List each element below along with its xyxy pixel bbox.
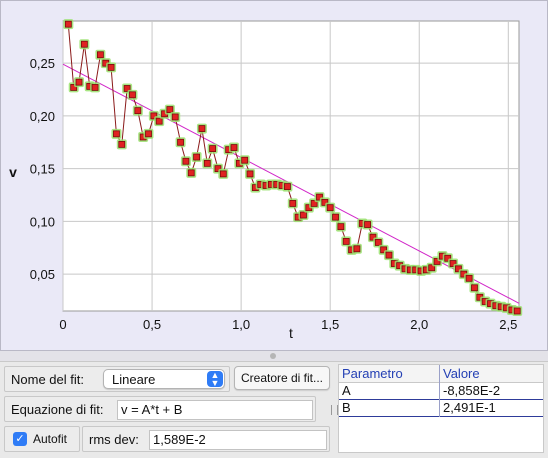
y-tick-label: 0,05 bbox=[30, 267, 55, 282]
data-point bbox=[123, 85, 131, 92]
fit-name-value: Lineare bbox=[112, 372, 156, 387]
data-point bbox=[187, 169, 195, 177]
equation-input[interactable]: v = A*t + B bbox=[117, 400, 313, 420]
data-point bbox=[364, 221, 371, 228]
y-tick-label: 0,10 bbox=[30, 214, 55, 229]
data-point bbox=[316, 193, 323, 201]
data-point bbox=[310, 200, 318, 207]
data-point bbox=[203, 159, 211, 167]
param-b-value[interactable]: 2,491E-1 bbox=[440, 400, 543, 417]
updown-arrows-icon: ▲ ▼ bbox=[207, 371, 223, 388]
data-point bbox=[97, 51, 104, 59]
data-point bbox=[332, 213, 339, 221]
data-point bbox=[326, 204, 334, 212]
data-point bbox=[449, 260, 457, 267]
data-point bbox=[182, 157, 190, 165]
plot-panel: 0 0,5 1,0 1,5 2,0 2,5 0,05 0,10 0,15 0,20 0,25 t v bbox=[0, 0, 548, 351]
equation-label: Equazione di fit: bbox=[11, 402, 104, 417]
parameters-table[interactable]: Parametro Valore A -8,858E-2 B 2,491E-1 bbox=[338, 364, 544, 453]
data-point bbox=[342, 237, 350, 245]
autofit-label: Autofit bbox=[33, 432, 68, 446]
data-point bbox=[70, 84, 78, 91]
data-point bbox=[284, 183, 291, 190]
autofit-checkbox[interactable]: ✓ bbox=[13, 432, 27, 446]
column-header-valore[interactable]: Valore bbox=[440, 365, 543, 383]
x-tick-label: 0 bbox=[59, 317, 66, 332]
param-a-name[interactable]: A bbox=[339, 383, 439, 400]
data-point bbox=[241, 156, 249, 164]
data-point bbox=[289, 200, 297, 207]
x-tick-label: 0,5 bbox=[143, 317, 161, 332]
column-header-parametro[interactable]: Parametro bbox=[339, 365, 439, 383]
data-point bbox=[337, 223, 345, 231]
data-point bbox=[380, 246, 388, 254]
param-b-name[interactable]: B bbox=[339, 400, 439, 417]
data-point bbox=[171, 113, 179, 121]
y-tick-label: 0,15 bbox=[30, 162, 55, 177]
autofit-row: ✓ Autofit bbox=[4, 426, 80, 452]
data-point bbox=[214, 165, 222, 173]
fit-name-row: Nome del fit: Lineare ▲ ▼ bbox=[4, 366, 230, 392]
x-tick-label: 1,5 bbox=[321, 317, 339, 332]
data-point bbox=[193, 153, 200, 161]
data-point bbox=[353, 245, 361, 253]
data-point bbox=[513, 307, 521, 315]
y-tick-label: 0,25 bbox=[30, 56, 55, 71]
rms-value-field: 1,589E-2 bbox=[149, 430, 327, 450]
data-point bbox=[107, 64, 115, 71]
fit-name-select[interactable]: Lineare ▲ ▼ bbox=[103, 369, 225, 389]
fit-name-label: Nome del fit: bbox=[11, 372, 84, 387]
rms-label: rms dev: bbox=[89, 432, 139, 447]
data-plot[interactable]: 0 0,5 1,0 1,5 2,0 2,5 0,05 0,10 0,15 0,20 0,25 t v bbox=[1, 1, 548, 352]
data-point bbox=[198, 125, 206, 132]
data-point bbox=[75, 78, 83, 86]
data-point bbox=[300, 211, 307, 219]
data-point bbox=[64, 20, 72, 28]
column-divider bbox=[439, 365, 440, 417]
plot-area bbox=[62, 20, 520, 312]
y-tick-label: 0,20 bbox=[30, 109, 55, 124]
data-point bbox=[230, 144, 238, 151]
data-point bbox=[145, 130, 152, 138]
data-point bbox=[444, 254, 452, 262]
x-tick-label: 1,0 bbox=[232, 317, 250, 332]
data-point bbox=[369, 233, 377, 241]
splitter-grip-icon bbox=[270, 353, 276, 359]
data-point bbox=[134, 107, 142, 115]
data-point bbox=[385, 251, 393, 259]
data-point bbox=[150, 112, 158, 120]
data-point bbox=[80, 40, 88, 48]
data-point bbox=[321, 198, 329, 206]
data-point bbox=[91, 84, 99, 91]
data-point bbox=[433, 258, 441, 265]
data-point bbox=[455, 265, 462, 273]
data-point bbox=[374, 239, 382, 246]
rms-row: rms dev: 1,589E-2 bbox=[82, 426, 330, 452]
data-point bbox=[177, 138, 184, 146]
resize-grip-icon[interactable] bbox=[331, 405, 338, 415]
x-tick-label: 2,0 bbox=[410, 317, 428, 332]
data-point bbox=[166, 106, 174, 113]
data-point bbox=[155, 117, 163, 125]
y-axis-title: v bbox=[9, 164, 17, 180]
data-point bbox=[471, 284, 478, 292]
data-point bbox=[118, 140, 126, 148]
fit-creator-button[interactable]: Creatore di fit... bbox=[234, 366, 330, 390]
data-point bbox=[219, 170, 227, 178]
split-pane-divider[interactable] bbox=[0, 351, 548, 361]
data-point bbox=[246, 170, 254, 178]
data-point bbox=[129, 91, 136, 99]
x-tick-label: 2,5 bbox=[499, 317, 517, 332]
data-point bbox=[465, 274, 473, 282]
data-point bbox=[209, 145, 217, 153]
data-point bbox=[428, 264, 436, 272]
param-a-value[interactable]: -8,858E-2 bbox=[440, 383, 543, 400]
equation-row: Equazione di fit: v = A*t + B bbox=[4, 396, 316, 422]
x-axis-title: t bbox=[289, 325, 293, 341]
data-point bbox=[113, 130, 120, 138]
